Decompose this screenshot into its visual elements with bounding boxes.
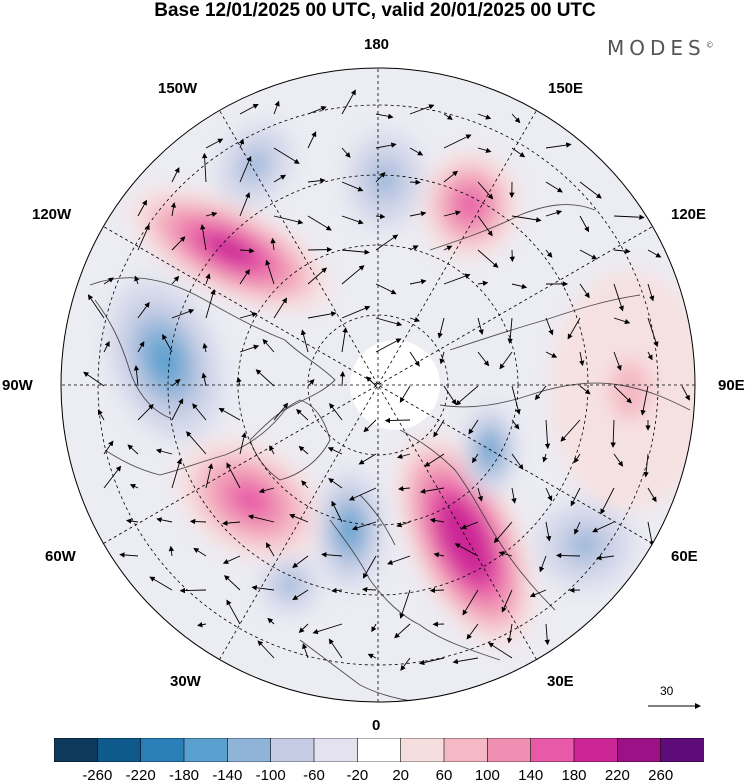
colorbar-tick-label: -180 [169, 767, 199, 784]
wind-vector-arrow [308, 250, 331, 251]
colorbar-tick-label: 100 [475, 767, 500, 784]
colorbar-swatch [227, 738, 271, 762]
lon-label-90e: 90E [718, 377, 745, 394]
colorbar [54, 738, 704, 762]
colorbar-tick-label: -220 [126, 767, 156, 784]
wind-vector-arrow [410, 182, 420, 183]
lon-label-30e: 30E [547, 673, 574, 690]
colorbar-tick-label: 20 [392, 767, 409, 784]
wind-vector-arrow [557, 555, 580, 556]
lon-label-120e: 120E [671, 206, 706, 223]
colorbar-tick-label: -60 [303, 767, 325, 784]
colorbar-swatch [271, 738, 315, 762]
lon-label-90w: 90W [2, 377, 33, 394]
anomaly-contour [610, 360, 650, 420]
colorbar-tick-label: 180 [561, 767, 586, 784]
lon-label-60w: 60W [45, 548, 76, 565]
colorbar-tick-label: 260 [648, 767, 673, 784]
lon-label-150w: 150W [158, 80, 197, 97]
colorbar-swatch [97, 738, 141, 762]
reference-vector-label: 30 [660, 684, 673, 698]
colorbar-tick-label: -260 [82, 767, 112, 784]
lon-label-30w: 30W [170, 673, 201, 690]
lon-label-0: 0 [372, 717, 380, 734]
colorbar-tick-label: 60 [436, 767, 453, 784]
colorbar-swatch [141, 738, 185, 762]
colorbar-swatch [54, 738, 98, 762]
lon-label-120w: 120W [32, 206, 71, 223]
colorbar-swatch [487, 738, 531, 762]
colorbar-swatch [444, 738, 488, 762]
anomaly-contour [283, 578, 298, 593]
anomaly-contour [341, 515, 359, 545]
colorbar-swatch [401, 738, 445, 762]
lon-label-150e: 150E [548, 80, 583, 97]
colorbar-swatch [531, 738, 575, 762]
colorbar-swatch [617, 738, 661, 762]
anomaly-contour [573, 534, 598, 557]
colorbar-tick-label: -20 [346, 767, 368, 784]
anomaly-contour [458, 191, 483, 219]
lon-label-60e: 60E [671, 548, 698, 565]
colorbar-tick-label: -100 [256, 767, 286, 784]
colorbar-swatch [314, 738, 358, 762]
wind-vector-arrow [386, 420, 410, 421]
lon-label-180: 180 [364, 36, 389, 53]
colorbar-tick-label: 220 [605, 767, 630, 784]
colorbar-tick-label: -140 [212, 767, 242, 784]
colorbar-swatch [184, 738, 228, 762]
colorbar-swatch [661, 738, 704, 762]
wind-vector-arrow [431, 590, 444, 591]
colorbar-swatch [357, 738, 401, 762]
colorbar-tick-label: 140 [518, 767, 543, 784]
colorbar-swatch [574, 738, 618, 762]
